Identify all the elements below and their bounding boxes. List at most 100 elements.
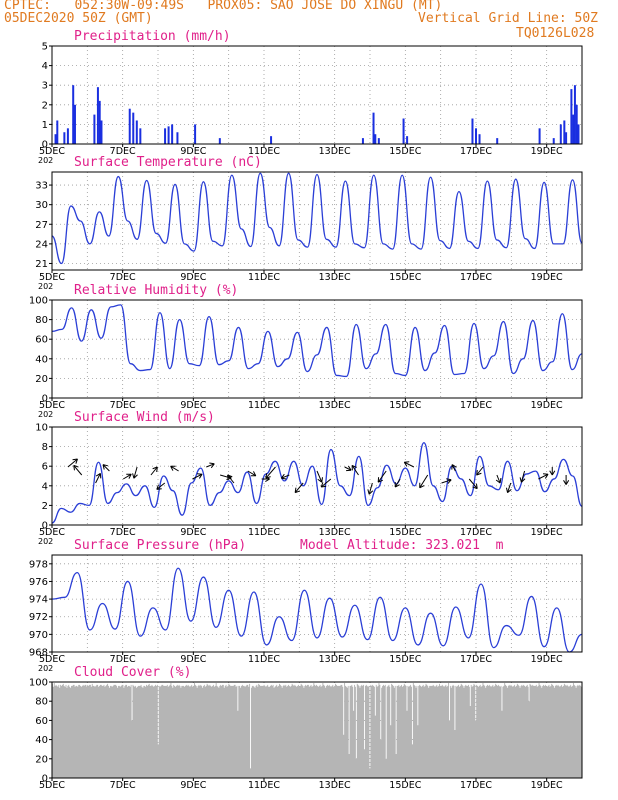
y-tick-label: 2 xyxy=(42,100,48,111)
y-tick-label: 40 xyxy=(35,735,48,746)
wind-arrow xyxy=(377,470,387,483)
precip-bar xyxy=(164,128,167,144)
precip-bar xyxy=(135,120,138,144)
wind-arrow-head xyxy=(394,481,400,488)
precip-bar xyxy=(176,132,179,144)
x-tick-label: 11DEC xyxy=(248,527,280,538)
y-tick-label: 100 xyxy=(29,296,48,307)
precip-bar xyxy=(406,136,409,144)
wind-arrow xyxy=(150,466,158,476)
precip-bar xyxy=(96,87,99,144)
y-tick-label: 10 xyxy=(35,423,48,434)
x-year-label: 202 xyxy=(38,537,53,546)
x-tick-label: 7DEC xyxy=(110,780,136,791)
x-year-label: 202 xyxy=(38,156,53,165)
y-tick-label: 0 xyxy=(42,774,48,785)
wind-arrow-head xyxy=(132,473,138,479)
y-tick-label: 8 xyxy=(42,442,48,453)
x-tick-label: 15DEC xyxy=(389,654,421,665)
x-tick-label: 17DEC xyxy=(460,400,492,411)
precip-bar xyxy=(565,132,568,144)
y-tick-label: 24 xyxy=(35,239,48,250)
wind-arrow xyxy=(468,478,478,489)
wind-arrow xyxy=(170,465,179,472)
precip-bar xyxy=(167,126,170,144)
wind-arrow xyxy=(368,482,373,495)
wind-arrow-head xyxy=(156,484,162,490)
y-tick-label: 974 xyxy=(29,595,48,606)
wind-arrow-head xyxy=(351,464,357,471)
x-tick-label: 17DEC xyxy=(460,527,492,538)
cloud-frame xyxy=(51,681,583,779)
precip-bar xyxy=(361,138,364,144)
x-year-label: 202 xyxy=(38,664,53,673)
x-tick-label: 15DEC xyxy=(389,527,421,538)
y-tick-label: 100 xyxy=(29,678,48,689)
precip-bar xyxy=(98,100,101,144)
y-tick-label: 20 xyxy=(35,374,48,385)
precip-bar xyxy=(538,128,541,144)
wind-arrow xyxy=(227,474,235,484)
x-tick-label: 15DEC xyxy=(389,146,421,157)
wind-arrow-head xyxy=(549,470,556,476)
y-tick-label: 970 xyxy=(29,630,48,641)
precip-bar xyxy=(496,138,499,144)
precip-bar xyxy=(63,132,66,144)
x-tick-label: 11DEC xyxy=(248,780,280,791)
precip-bar xyxy=(194,124,197,144)
press-frame xyxy=(51,554,583,653)
wind-arrow xyxy=(496,474,501,484)
precip-bar xyxy=(552,138,555,144)
cloud-area xyxy=(52,682,582,778)
wind-arrow xyxy=(192,473,203,480)
precip-frame xyxy=(51,45,583,145)
wind-arrow xyxy=(419,474,429,489)
x-tick-label: 5DEC xyxy=(39,272,65,283)
x-tick-label: 5DEC xyxy=(39,527,65,538)
x-tick-label: 7DEC xyxy=(110,400,136,411)
y-tick-label: 2 xyxy=(42,501,48,512)
x-tick-label: 19DEC xyxy=(531,146,563,157)
y-tick-label: 976 xyxy=(29,577,48,588)
wind-arrow xyxy=(281,474,290,479)
wind-arrow xyxy=(265,466,276,479)
x-tick-label: 9DEC xyxy=(180,780,206,791)
wind-arrow-head xyxy=(320,482,327,488)
precip-bar xyxy=(66,128,69,144)
wind-arrow-head xyxy=(197,473,203,479)
x-tick-label: 17DEC xyxy=(460,780,492,791)
temp-frame xyxy=(51,171,583,271)
precip-bar xyxy=(72,85,75,144)
wind-arrow xyxy=(320,478,332,488)
x-tick-label: 19DEC xyxy=(531,654,563,665)
wind-arrow-head xyxy=(403,461,410,467)
precip-bar xyxy=(572,114,575,144)
wind-arrow-head xyxy=(346,465,352,472)
cloud-title: Cloud Cover (%) xyxy=(74,665,192,680)
precip-bar xyxy=(139,128,142,144)
x-tick-label: 5DEC xyxy=(39,780,65,791)
x-tick-label: 13DEC xyxy=(319,272,351,283)
wind-arrow-head xyxy=(152,466,158,473)
y-tick-label: 33 xyxy=(35,181,48,192)
wind-arrow-head xyxy=(280,473,287,480)
y-tick-label: 20 xyxy=(35,754,48,765)
wind-arrow-head xyxy=(73,464,79,471)
wind-arrow xyxy=(394,478,401,488)
wind-arrow-head xyxy=(294,487,301,494)
x-tick-label: 9DEC xyxy=(180,272,206,283)
x-year-label: 202 xyxy=(38,410,53,419)
x-tick-label: 15DEC xyxy=(389,780,421,791)
wind-arrow-head xyxy=(227,474,233,481)
precip-bar xyxy=(577,124,580,144)
x-tick-label: 7DEC xyxy=(110,272,136,283)
precip-bar xyxy=(93,114,96,144)
wind-arrow xyxy=(507,482,512,493)
y-tick-label: 21 xyxy=(35,259,48,270)
model-altitude: Model Altitude: 323.021 m xyxy=(300,538,504,553)
y-tick-label: 80 xyxy=(35,697,48,708)
wind-arrow-head xyxy=(419,482,425,489)
y-tick-label: 4 xyxy=(42,61,48,72)
wind-arrow-head xyxy=(446,478,452,484)
